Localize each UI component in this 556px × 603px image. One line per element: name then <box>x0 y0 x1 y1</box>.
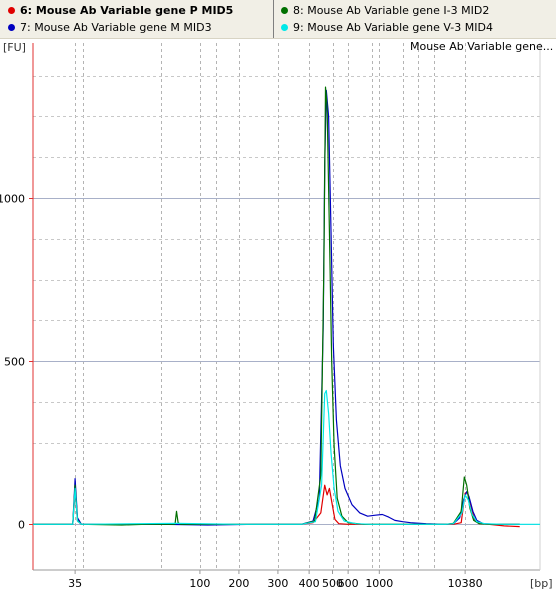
legend-label: 9: Mouse Ab Variable gene V-3 MID4 <box>293 21 493 34</box>
legend-label: 6: Mouse Ab Variable gene P MID5 <box>20 4 234 17</box>
x-tick-label: 500 <box>322 577 343 590</box>
x-tick-label: 400 <box>299 577 320 590</box>
x-tick-label: 1000 <box>365 577 393 590</box>
x-unit-label: [bp] <box>530 577 553 590</box>
y-tick-label: 0 <box>18 519 25 532</box>
legend-item-sample-8[interactable]: 8: Mouse Ab Variable gene I-3 MID2 <box>281 3 489 19</box>
x-tick-label: 300 <box>267 577 288 590</box>
x-tick-label: 10380 <box>448 577 483 590</box>
legend-divider <box>273 0 274 38</box>
x-tick-label: 600 <box>338 577 359 590</box>
legend-bar: 6: Mouse Ab Variable gene P MID5 7: Mous… <box>0 0 556 39</box>
legend-dot-icon <box>8 6 15 14</box>
series-lines <box>33 86 540 528</box>
legend-item-sample-7[interactable]: 7: Mouse Ab Variable gene M MID3 <box>8 20 212 36</box>
legend-dot-icon <box>8 23 15 31</box>
y-tick-label: 1000 <box>0 193 25 206</box>
y-tick-label: 500 <box>4 356 25 369</box>
legend-item-sample-9[interactable]: 9: Mouse Ab Variable gene V-3 MID4 <box>281 20 493 36</box>
legend-item-sample-6[interactable]: 6: Mouse Ab Variable gene P MID5 <box>8 3 233 19</box>
axes <box>32 43 541 571</box>
x-tick-label: 100 <box>189 577 210 590</box>
plot-area <box>33 43 540 570</box>
legend-label: 8: Mouse Ab Variable gene I-3 MID2 <box>293 4 490 17</box>
legend-dot-icon <box>281 6 288 14</box>
legend-dot-icon <box>281 23 288 31</box>
y-unit-label: [FU] <box>3 41 26 54</box>
chart-title-box: Mouse Ab Variable gene... <box>410 40 553 53</box>
legend-label: 7: Mouse Ab Variable gene M MID3 <box>20 21 212 34</box>
x-tick-label: 200 <box>228 577 249 590</box>
series-line-9 <box>33 389 540 525</box>
series-line-8 <box>33 86 520 526</box>
x-tick-label: 35 <box>68 577 82 590</box>
